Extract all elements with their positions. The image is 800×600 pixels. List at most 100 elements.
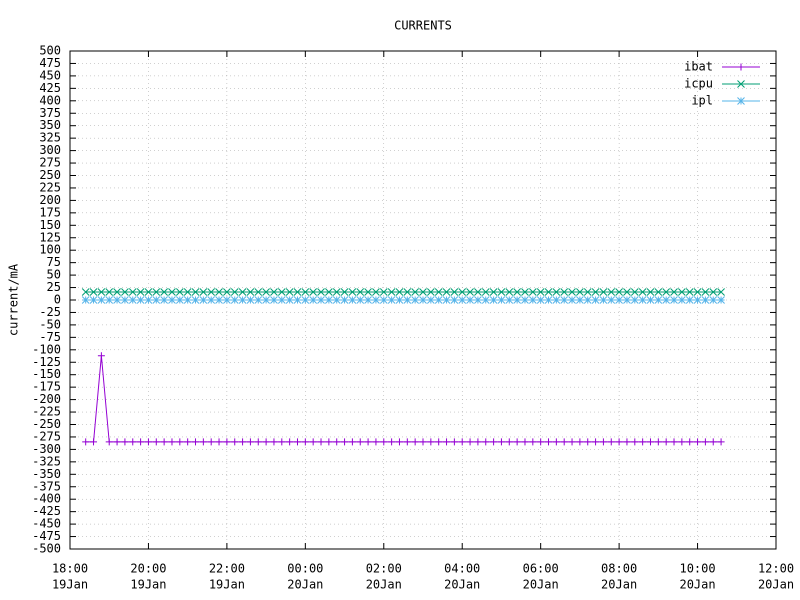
x-tick-label: 04:00 [444, 562, 480, 576]
data-point [81, 288, 90, 296]
data-point [513, 296, 521, 304]
data-point [489, 296, 498, 304]
data-point [121, 438, 129, 446]
data-point [137, 438, 145, 446]
series-line [85, 355, 722, 443]
x-tick-label: 06:00 [523, 562, 559, 576]
data-point [395, 438, 403, 446]
x-tick-label: 02:00 [366, 562, 402, 576]
data-point [113, 288, 121, 296]
data-point [207, 288, 216, 296]
data-point [160, 296, 168, 304]
data-point [489, 288, 498, 296]
data-point [607, 438, 615, 446]
data-point [246, 296, 255, 304]
x-tick-label: 20Jan [601, 578, 637, 592]
data-point [662, 288, 671, 296]
data-point [231, 438, 239, 446]
data-point [105, 296, 114, 304]
y-tick-label: 400 [39, 93, 61, 107]
data-point [277, 288, 286, 296]
data-point [191, 296, 200, 304]
data-point [591, 288, 600, 296]
y-tick-label: -325 [32, 454, 61, 468]
data-point [183, 288, 192, 296]
data-point [105, 288, 114, 296]
data-point [537, 438, 545, 446]
data-point [168, 288, 176, 296]
data-point [450, 296, 459, 304]
data-point [615, 296, 623, 304]
data-point [505, 296, 514, 304]
data-point [183, 296, 192, 304]
y-axis-label: current/mA [7, 263, 21, 336]
data-point [144, 438, 152, 446]
data-point [474, 288, 482, 296]
y-tick-label: -225 [32, 405, 61, 419]
data-point [560, 288, 569, 296]
data-point [560, 438, 568, 446]
legend-label: ipl [691, 94, 713, 108]
y-tick-label: 0 [54, 293, 61, 307]
data-point [293, 438, 301, 446]
x-tick-label: 08:00 [601, 562, 637, 576]
data-point [317, 288, 325, 296]
data-point [128, 296, 137, 304]
data-point [262, 288, 270, 296]
legend-marker [737, 63, 745, 71]
data-point [427, 438, 435, 446]
data-point [419, 288, 427, 296]
data-point [466, 438, 474, 446]
data-point [560, 296, 569, 304]
data-point [701, 296, 710, 304]
data-point [591, 296, 600, 304]
y-tick-label: -150 [32, 367, 61, 381]
data-point [474, 438, 482, 446]
data-point [450, 288, 459, 296]
data-point [701, 438, 709, 446]
y-tick-label: 325 [39, 131, 61, 145]
x-tick-label: 22:00 [209, 562, 245, 576]
y-tick-label: 50 [47, 268, 61, 282]
data-point [356, 438, 364, 446]
x-tick-label: 19Jan [130, 578, 166, 592]
data-point [364, 288, 372, 296]
data-point [341, 438, 349, 446]
y-tick-label: 200 [39, 193, 61, 207]
y-tick-label: -400 [32, 492, 61, 506]
data-point [348, 296, 357, 304]
y-tick-label: -475 [32, 529, 61, 543]
data-point [136, 296, 145, 304]
x-tick-label: 20Jan [679, 578, 715, 592]
data-point [160, 288, 168, 296]
data-point [505, 288, 514, 296]
data-point [583, 296, 592, 304]
data-point [270, 438, 278, 446]
data-point [536, 288, 545, 296]
data-point [293, 288, 302, 296]
x-tick-label: 10:00 [679, 562, 715, 576]
data-point [536, 296, 545, 304]
data-point [513, 288, 521, 296]
data-point [254, 438, 262, 446]
data-point [113, 296, 121, 304]
data-point [223, 438, 231, 446]
data-point [458, 288, 467, 296]
data-point [317, 438, 325, 446]
data-point [544, 296, 553, 304]
data-point [278, 438, 286, 446]
data-point [144, 288, 153, 296]
data-point [458, 296, 467, 304]
data-point [128, 288, 137, 296]
data-point [113, 438, 121, 446]
y-tick-label: -200 [32, 392, 61, 406]
data-point [497, 288, 506, 296]
data-point [387, 288, 396, 296]
data-point [262, 296, 270, 304]
data-point [568, 288, 576, 296]
data-point [246, 438, 254, 446]
data-point [528, 296, 537, 304]
y-tick-label: -25 [39, 305, 61, 319]
data-point [309, 296, 318, 304]
